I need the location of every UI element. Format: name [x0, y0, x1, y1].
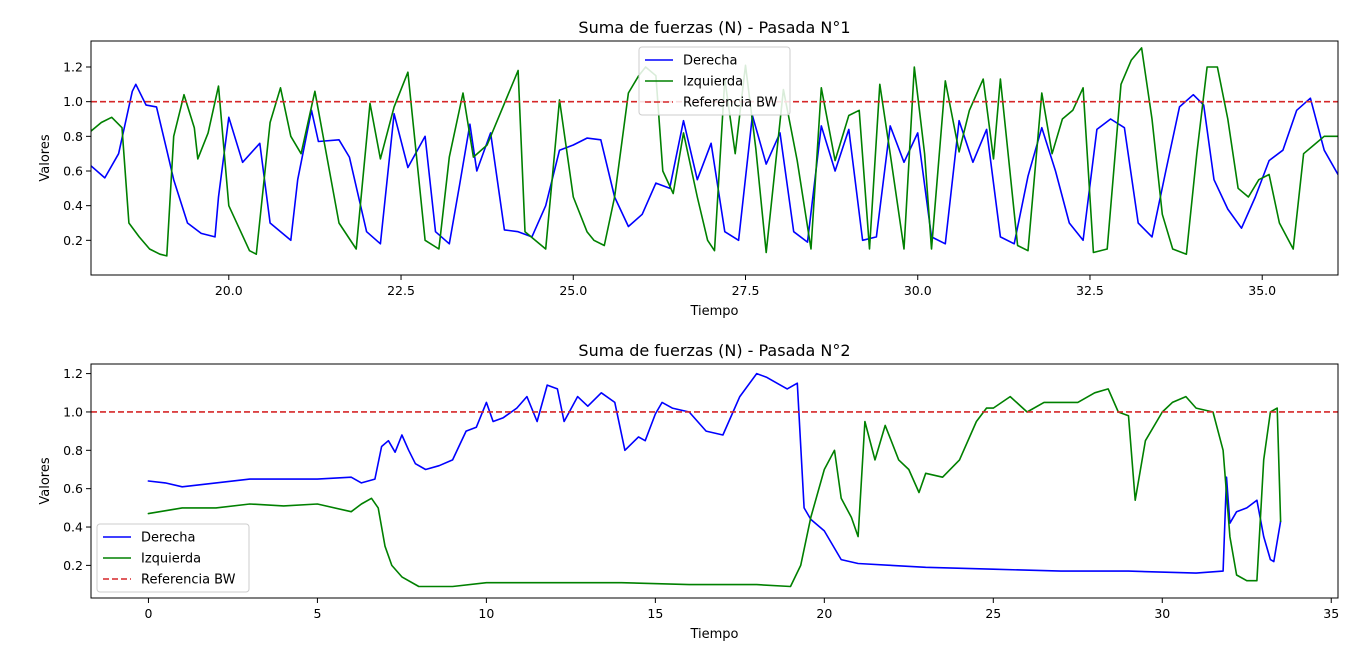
- x-tick-label: 0: [144, 606, 152, 621]
- chart-title: Suma de fuerzas (N) - Pasada N°1: [578, 18, 850, 37]
- legend-label: Referencia BW: [141, 573, 236, 588]
- legend: Derecha Izquierda Referencia BW: [638, 46, 791, 116]
- y-tick-label: 0.4: [63, 520, 83, 535]
- y-tick-label: 0.6: [63, 481, 83, 496]
- legend: Derecha Izquierda Referencia BW: [96, 523, 250, 593]
- x-tick-label: 5: [313, 606, 321, 621]
- x-tick-label: 10: [478, 606, 494, 621]
- y-tick-label: 0.6: [63, 164, 83, 179]
- x-tick-label: 35: [1323, 606, 1339, 621]
- x-tick-label: 30.0: [904, 283, 932, 298]
- x-tick-label: 32.5: [1076, 283, 1104, 298]
- chart-pasada-1: Suma de fuerzas (N) - Pasada N°1 Tiempo Va…: [38, 18, 1339, 319]
- x-tick-label: 20.0: [215, 283, 243, 298]
- x-tick-label: 25: [985, 606, 1001, 621]
- series-line-derecha: [147, 372, 1282, 574]
- x-tick-label: 22.5: [387, 283, 415, 298]
- plot-area: [91, 372, 1338, 588]
- chart-title: Suma de fuerzas (N) - Pasada N°2: [578, 341, 850, 360]
- x-tick-label: 27.5: [732, 283, 760, 298]
- y-axis-label: Valores: [38, 134, 53, 181]
- x-axis-label: Tiempo: [689, 627, 738, 642]
- x-tick-label: 35.0: [1248, 283, 1276, 298]
- y-tick-label: 0.4: [63, 198, 83, 213]
- legend-label: Derecha: [141, 531, 195, 546]
- y-axis-label: Valores: [38, 457, 53, 504]
- legend-label: Izquierda: [683, 75, 743, 90]
- legend-label: Izquierda: [141, 552, 201, 567]
- y-tick-label: 1.0: [63, 404, 83, 419]
- y-tick-label: 1.0: [63, 94, 83, 109]
- x-tick-label: 15: [647, 606, 663, 621]
- y-tick-label: 0.8: [63, 129, 83, 144]
- y-tick-label: 0.8: [63, 443, 83, 458]
- y-tick-label: 1.2: [63, 60, 83, 75]
- axes-frame: [90, 363, 1339, 599]
- legend-label: Referencia BW: [683, 96, 778, 111]
- legend-label: Derecha: [683, 54, 737, 69]
- series-line-izquierda: [147, 388, 1282, 588]
- chart-pasada-2: Suma de fuerzas (N) - Pasada N°2 Tiempo Va…: [38, 341, 1339, 642]
- series-line-derecha: [91, 83, 1338, 245]
- legend-box: [96, 523, 250, 593]
- axes-frame: [90, 40, 1339, 276]
- y-tick-label: 1.2: [63, 366, 83, 381]
- legend-box: [638, 46, 791, 116]
- x-tick-label: 30: [1154, 606, 1170, 621]
- y-tick-label: 0.2: [63, 233, 83, 248]
- x-tick-label: 20: [816, 606, 832, 621]
- x-tick-label: 25.0: [559, 283, 587, 298]
- y-tick-label: 0.2: [63, 558, 83, 573]
- x-axis-label: Tiempo: [689, 304, 738, 319]
